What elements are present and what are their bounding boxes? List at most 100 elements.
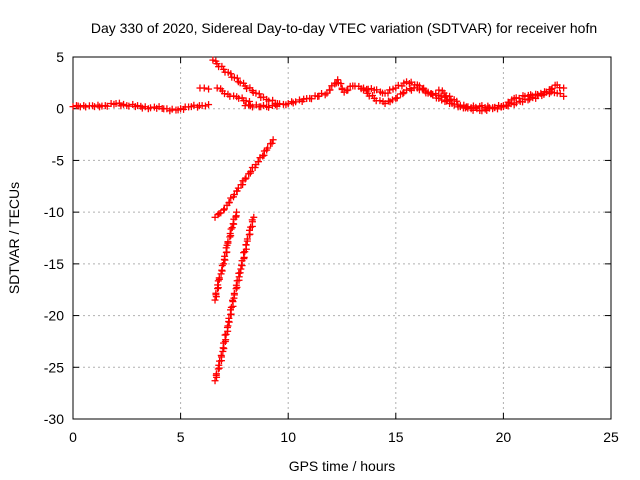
- grid-lines: [73, 57, 611, 419]
- data-point: [548, 84, 556, 92]
- data-point: [331, 80, 339, 88]
- data-point: [245, 226, 253, 234]
- data-point: [212, 289, 220, 297]
- data-point: [406, 85, 414, 93]
- data-point: [547, 88, 555, 96]
- data-point: [526, 95, 534, 103]
- data-point: [168, 105, 176, 113]
- data-point: [393, 94, 401, 102]
- data-point: [237, 265, 245, 273]
- data-point: [560, 84, 568, 92]
- data-point: [225, 314, 233, 322]
- data-point: [103, 102, 111, 110]
- data-point: [373, 86, 381, 94]
- y-tick-label: -20: [44, 308, 64, 324]
- data-point: [125, 102, 133, 110]
- data-point: [226, 230, 234, 238]
- data-point: [218, 262, 226, 270]
- data-point: [201, 102, 209, 110]
- y-tick-label: -10: [44, 204, 64, 220]
- data-point: [211, 296, 219, 304]
- y-tick-label: 0: [56, 101, 64, 117]
- data-point: [524, 96, 532, 104]
- data-point: [241, 175, 249, 183]
- data-point: [242, 241, 250, 249]
- x-tick-label: 25: [603, 429, 619, 445]
- data-point: [250, 213, 258, 221]
- data-point: [225, 198, 233, 206]
- data-point: [503, 101, 511, 109]
- data-point: [230, 92, 238, 100]
- data-point: [384, 97, 392, 105]
- data-point: [213, 84, 221, 92]
- data-point: [507, 100, 515, 108]
- x-tick-label: 10: [280, 429, 296, 445]
- data-point: [268, 139, 276, 147]
- data-point: [255, 90, 263, 98]
- data-point: [215, 274, 223, 282]
- axis-ticks: 0 5 10 15 20 25 5 0 -5 -10 -15 -20 -25 -30: [44, 49, 619, 445]
- data-point: [376, 97, 384, 105]
- data-point: [233, 208, 241, 216]
- data-point: [147, 104, 155, 112]
- data-point: [515, 94, 523, 102]
- data-point: [82, 103, 90, 111]
- data-point: [384, 89, 392, 97]
- data-point: [243, 235, 251, 243]
- x-axis-label: GPS time / hours: [289, 458, 396, 474]
- y-axis-label: SDTVAR / TECUs: [6, 182, 22, 294]
- data-point: [227, 225, 235, 233]
- data-point: [252, 89, 260, 97]
- data-points: [69, 56, 568, 385]
- data-point: [259, 101, 267, 109]
- data-point: [242, 174, 250, 182]
- data-point: [386, 86, 394, 94]
- y-tick-label: -30: [44, 411, 64, 427]
- data-point: [388, 96, 396, 104]
- data-point: [211, 377, 219, 385]
- data-point: [230, 289, 238, 297]
- data-point: [217, 351, 225, 359]
- data-point: [228, 224, 236, 232]
- x-tick-label: 15: [388, 429, 404, 445]
- data-point: [399, 90, 407, 98]
- data-point: [481, 105, 489, 113]
- data-point: [200, 84, 208, 92]
- data-point: [269, 136, 277, 144]
- data-point: [232, 281, 240, 289]
- data-point: [512, 99, 520, 107]
- data-point: [215, 361, 223, 369]
- y-tick-label: -15: [44, 256, 64, 272]
- data-point: [229, 220, 237, 228]
- data-point: [407, 78, 415, 86]
- data-point: [224, 322, 232, 330]
- data-point: [545, 90, 553, 98]
- data-point: [268, 102, 276, 110]
- data-point: [227, 310, 235, 318]
- data-point: [134, 102, 142, 110]
- chart-title: Day 330 of 2020, Sidereal Day-to-day VTE…: [91, 20, 597, 36]
- data-point: [245, 97, 253, 105]
- data-point: [205, 85, 213, 93]
- data-point: [259, 152, 267, 160]
- data-point: [243, 85, 251, 93]
- data-point: [221, 252, 229, 260]
- data-point: [435, 86, 443, 94]
- data-point: [212, 370, 220, 378]
- data-point: [220, 260, 228, 268]
- data-point: [344, 86, 352, 94]
- data-point: [224, 238, 232, 246]
- data-point: [227, 303, 235, 311]
- data-point: [248, 103, 256, 111]
- data-point: [69, 103, 77, 111]
- x-tick-label: 5: [177, 429, 185, 445]
- data-point: [469, 106, 477, 114]
- plot-frame: [72, 56, 612, 420]
- data-point: [247, 167, 255, 175]
- data-point: [326, 86, 334, 94]
- y-tick-label: -5: [52, 152, 65, 168]
- data-point: [264, 144, 272, 152]
- data-point: [227, 70, 235, 78]
- data-point: [491, 104, 499, 112]
